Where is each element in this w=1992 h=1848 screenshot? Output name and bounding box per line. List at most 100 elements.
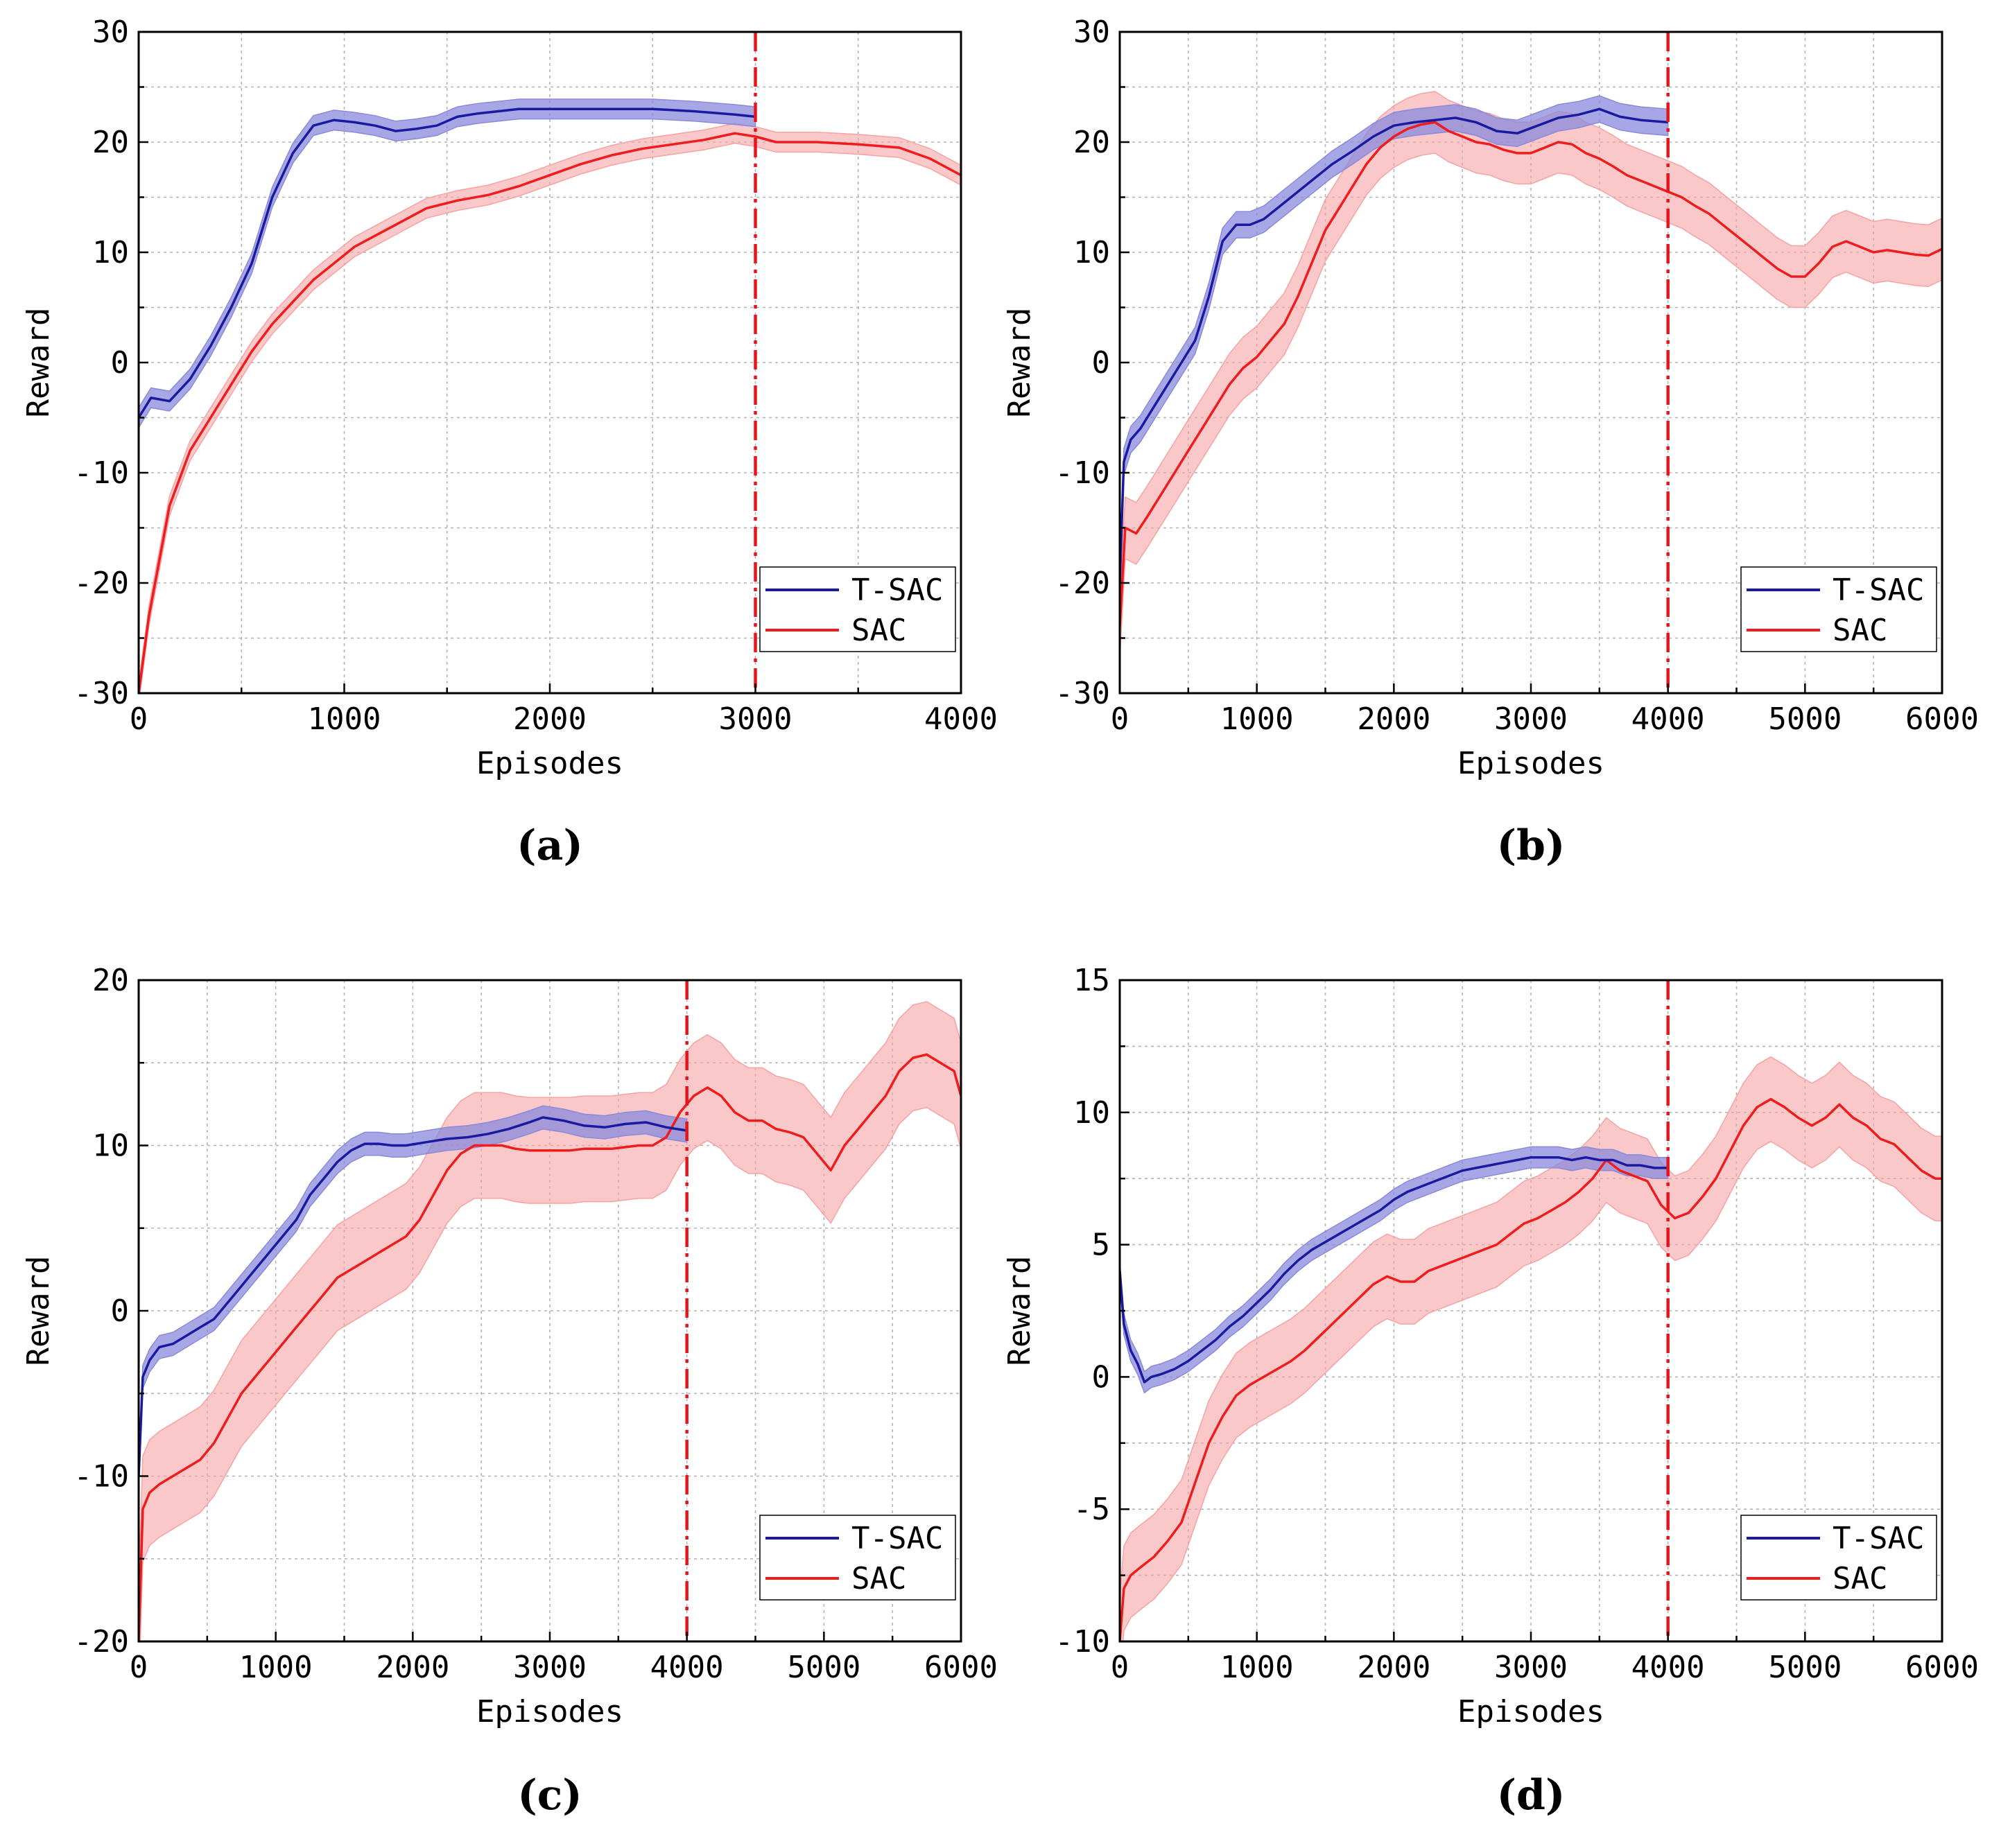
- y-tick-label: -10: [74, 455, 129, 491]
- chart-panel-3: 0 1000 2000 3000 4000 5000 6000 -20 -10 0 10 20 Epis…: [21, 963, 998, 1820]
- series-line-sac: [139, 132, 961, 693]
- legend-box: [1740, 566, 1937, 652]
- x-tick-label: 4000: [1631, 1650, 1705, 1685]
- plot-area: [1120, 91, 1942, 659]
- y-axis: -30 -20 -10 0 10 20 30: [1055, 15, 1129, 711]
- x-axis: 0 1000 2000 3000 4000 5000 6000: [1111, 683, 1979, 737]
- chart-panel-4: 0 1000 2000 3000 4000 5000 6000 -10 -5 0 5 10 15 Epis…: [1002, 963, 1979, 1820]
- y-axis-title: Reward: [1002, 1256, 1037, 1366]
- x-tick-label: 1000: [308, 701, 381, 737]
- x-axis-title: Episodes: [476, 746, 623, 781]
- y-tick-label: 10: [1073, 235, 1110, 270]
- y-tick-label: -10: [1055, 1624, 1110, 1659]
- band-t-sac: [139, 98, 756, 429]
- y-axis-title: Reward: [21, 1256, 56, 1366]
- y-tick-label: -5: [1073, 1492, 1110, 1527]
- panel-label: (b): [1497, 821, 1566, 870]
- x-tick-label: 2000: [376, 1650, 449, 1685]
- y-tick-label: -30: [74, 676, 129, 711]
- y-axis-title: Reward: [21, 308, 56, 418]
- series-line-sac: [1120, 121, 1942, 627]
- x-tick-label: 3000: [513, 1650, 587, 1685]
- x-axis: 0 1000 2000 3000 4000: [130, 683, 998, 737]
- band-sac: [139, 123, 961, 693]
- y-axis-title: Reward: [1002, 308, 1037, 418]
- x-tick-label: 1000: [1220, 701, 1294, 737]
- chart-panel-2: 0 1000 2000 3000 4000 5000 6000 -30 -20 -10 0 10 20 3…: [1002, 15, 1979, 870]
- x-axis-title: Episodes: [476, 1694, 623, 1729]
- y-tick-label: -20: [74, 566, 129, 601]
- x-tick-label: 2000: [1357, 701, 1430, 737]
- legend-label-t-sac: T-SAC: [851, 1521, 943, 1556]
- series-line-t-sac: [1120, 107, 1668, 584]
- legend-label-sac: SAC: [1833, 1561, 1887, 1596]
- band-t-sac: [139, 1105, 688, 1488]
- x-axis: 0 1000 2000 3000 4000 5000 6000: [1111, 1632, 1979, 1685]
- x-tick-label: 6000: [1905, 701, 1979, 737]
- legend: T-SAC SAC: [1740, 1515, 1937, 1601]
- y-tick-label: 15: [1073, 963, 1110, 998]
- x-tick-label: 5000: [1768, 1650, 1842, 1685]
- x-tick-label: 3000: [719, 701, 793, 737]
- legend: T-SAC SAC: [759, 566, 956, 652]
- x-tick-label: 0: [1111, 1650, 1129, 1685]
- plot-area: [139, 98, 961, 693]
- plot-area: [1120, 1056, 1942, 1641]
- x-tick-label: 3000: [1494, 1650, 1568, 1685]
- series-line-t-sac: [1120, 1156, 1668, 1384]
- x-tick-label: 5000: [1768, 701, 1842, 737]
- legend: T-SAC SAC: [1740, 566, 1937, 652]
- band-sac: [139, 1001, 961, 1641]
- y-tick-label: 0: [1092, 1359, 1111, 1395]
- series-line-t-sac: [139, 107, 756, 419]
- legend-label-t-sac: T-SAC: [1833, 573, 1924, 608]
- x-axis: 0 1000 2000 3000 4000 5000 6000: [130, 1632, 998, 1685]
- x-tick-label: 1000: [239, 1650, 313, 1685]
- band-sac: [1120, 1056, 1942, 1641]
- panel-label: (c): [517, 1771, 582, 1820]
- legend-label-t-sac: T-SAC: [851, 573, 943, 608]
- y-tick-label: 30: [92, 15, 129, 50]
- y-tick-label: -20: [1055, 566, 1110, 601]
- panel-label: (d): [1497, 1771, 1566, 1820]
- y-tick-label: 10: [92, 1128, 129, 1164]
- legend-box: [759, 566, 956, 652]
- legend: T-SAC SAC: [759, 1515, 956, 1601]
- y-tick-label: 20: [1073, 125, 1110, 160]
- plot-area: [139, 1001, 961, 1641]
- x-tick-label: 2000: [513, 701, 587, 737]
- y-axis: -10 -5 0 5 10 15: [1055, 963, 1129, 1659]
- y-axis: -20 -10 0 10 20: [74, 963, 148, 1659]
- legend-label-sac: SAC: [851, 613, 906, 648]
- chart-panel-1: 0 1000 2000 3000 4000 -30 -20 -10 0 10 20 30 Episode…: [21, 15, 998, 870]
- y-tick-label: 10: [92, 235, 129, 270]
- series-line-sac: [1120, 1097, 1942, 1641]
- legend-label-sac: SAC: [1833, 613, 1887, 648]
- legend-label-sac: SAC: [851, 1561, 906, 1596]
- x-tick-label: 5000: [787, 1650, 860, 1685]
- y-tick-label: -30: [1055, 676, 1110, 711]
- x-tick-label: 6000: [924, 1650, 998, 1685]
- x-tick-label: 4000: [650, 1650, 724, 1685]
- y-tick-label: 0: [1092, 345, 1111, 381]
- y-tick-label: 20: [92, 125, 129, 160]
- x-tick-label: 6000: [1905, 1650, 1979, 1685]
- y-tick-label: 10: [1073, 1095, 1110, 1131]
- y-tick-label: -10: [1055, 455, 1110, 491]
- panel-label: (a): [517, 821, 583, 870]
- legend-label-t-sac: T-SAC: [1833, 1521, 1924, 1556]
- y-tick-label: 20: [92, 963, 129, 998]
- x-axis-title: Episodes: [1457, 1694, 1604, 1729]
- x-tick-label: 4000: [1631, 701, 1705, 737]
- y-tick-label: 0: [111, 345, 130, 381]
- x-tick-label: 3000: [1494, 701, 1568, 737]
- y-axis: -30 -20 -10 0 10 20 30: [74, 15, 148, 711]
- x-tick-label: 1000: [1220, 1650, 1294, 1685]
- y-tick-label: 5: [1092, 1228, 1111, 1263]
- series-line-t-sac: [139, 1116, 687, 1476]
- x-tick-label: 0: [130, 1650, 148, 1685]
- x-tick-label: 0: [130, 701, 148, 737]
- legend-box: [759, 1515, 956, 1601]
- x-axis-title: Episodes: [1457, 746, 1604, 781]
- legend-box: [1740, 1515, 1937, 1601]
